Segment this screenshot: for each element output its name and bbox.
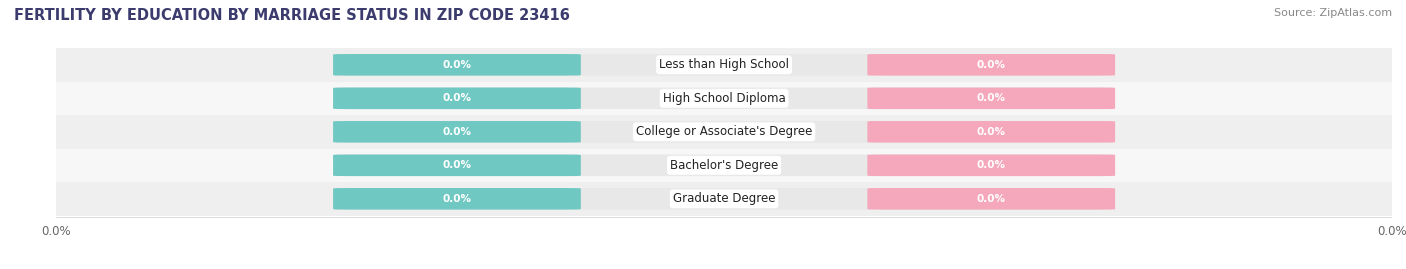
Text: Source: ZipAtlas.com: Source: ZipAtlas.com xyxy=(1274,8,1392,18)
Text: 0.0%: 0.0% xyxy=(977,160,1005,170)
FancyBboxPatch shape xyxy=(333,188,581,210)
FancyBboxPatch shape xyxy=(333,121,1115,143)
Text: 0.0%: 0.0% xyxy=(443,194,471,204)
FancyBboxPatch shape xyxy=(333,154,1115,176)
FancyBboxPatch shape xyxy=(868,188,1115,210)
Text: 0.0%: 0.0% xyxy=(977,60,1005,70)
Text: 0.0%: 0.0% xyxy=(443,127,471,137)
FancyBboxPatch shape xyxy=(868,154,1115,176)
Text: 0.0%: 0.0% xyxy=(443,60,471,70)
Text: 0.0%: 0.0% xyxy=(977,127,1005,137)
Text: Bachelor's Degree: Bachelor's Degree xyxy=(671,159,778,172)
FancyBboxPatch shape xyxy=(56,48,1392,82)
FancyBboxPatch shape xyxy=(333,54,1115,76)
Text: 0.0%: 0.0% xyxy=(977,194,1005,204)
Text: Graduate Degree: Graduate Degree xyxy=(673,192,775,205)
FancyBboxPatch shape xyxy=(868,54,1115,76)
FancyBboxPatch shape xyxy=(333,121,581,143)
FancyBboxPatch shape xyxy=(333,154,581,176)
Legend: Married, Unmarried: Married, Unmarried xyxy=(644,266,804,269)
FancyBboxPatch shape xyxy=(56,115,1392,148)
FancyBboxPatch shape xyxy=(56,182,1392,215)
FancyBboxPatch shape xyxy=(56,82,1392,115)
Text: High School Diploma: High School Diploma xyxy=(662,92,786,105)
FancyBboxPatch shape xyxy=(868,121,1115,143)
FancyBboxPatch shape xyxy=(333,188,1115,210)
FancyBboxPatch shape xyxy=(333,87,581,109)
FancyBboxPatch shape xyxy=(56,148,1392,182)
Text: 0.0%: 0.0% xyxy=(977,93,1005,103)
Text: 0.0%: 0.0% xyxy=(443,93,471,103)
Text: Less than High School: Less than High School xyxy=(659,58,789,71)
FancyBboxPatch shape xyxy=(333,54,581,76)
Text: 0.0%: 0.0% xyxy=(443,160,471,170)
FancyBboxPatch shape xyxy=(333,87,1115,109)
FancyBboxPatch shape xyxy=(868,87,1115,109)
Text: College or Associate's Degree: College or Associate's Degree xyxy=(636,125,813,138)
Text: FERTILITY BY EDUCATION BY MARRIAGE STATUS IN ZIP CODE 23416: FERTILITY BY EDUCATION BY MARRIAGE STATU… xyxy=(14,8,569,23)
